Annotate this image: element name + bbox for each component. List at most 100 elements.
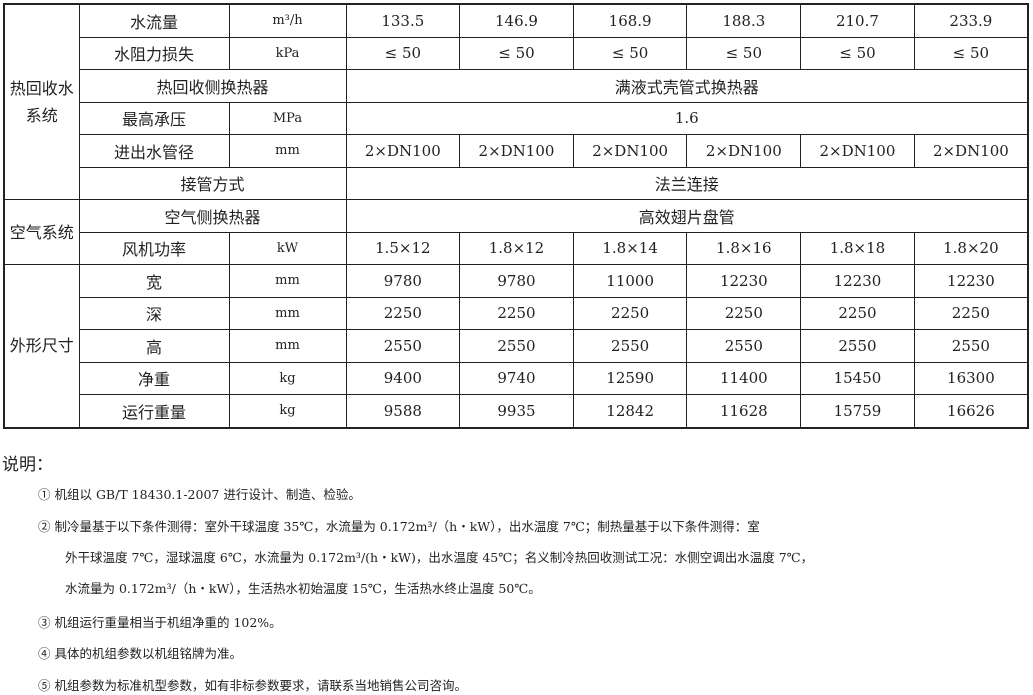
table-row-pressure-drop: 水阻力损失 kPa ≤ 50 ≤ 50 ≤ 50 ≤ 50 ≤ 50 ≤ 50 <box>4 36 1029 70</box>
value-cell: 2×DN100 <box>913 134 1029 168</box>
value-cell: 2550 <box>572 329 688 363</box>
table-row-fan-power: 风机功率 kW 1.5×12 1.8×12 1.8×14 1.8×16 1.8×18 1.8×… <box>4 231 1029 265</box>
value-cell: 9935 <box>459 394 574 428</box>
value-cell: 133.5 <box>345 3 461 38</box>
note-2-line-2: 外干球温度 7℃，湿球温度 6℃，水流量为 0.172m³/(h・kW)，出水温… <box>65 550 814 565</box>
row-label: 热回收侧换热器 <box>78 69 347 103</box>
value-cell: 2550 <box>459 329 574 363</box>
value-cell: 2250 <box>459 296 574 330</box>
table-row-width: 外形尺寸宽 mm 9780 9780 11000 12230 12230 12230 <box>3 264 1029 428</box>
value-cell: 2250 <box>345 296 461 330</box>
row-unit: mm <box>228 296 347 330</box>
value-cell: ≤ 50 <box>800 36 915 70</box>
row-unit: m³/h <box>228 3 347 38</box>
note-3: ③ 机组运行重量相当于机组净重的 102%。 <box>38 615 282 630</box>
value-cell: 12590 <box>572 361 688 395</box>
table-row-height: 高 mm 2550 2550 2550 2550 2550 2550 <box>4 329 1029 363</box>
value-cell: 9780 <box>459 264 574 298</box>
value-cell: 146.9 <box>459 3 574 38</box>
row-value: 法兰连接 <box>345 166 1029 200</box>
table-row-air-exchanger: 空气系统 空气侧换热器 高效翅片盘管 <box>3 199 1029 265</box>
value-cell: ≤ 50 <box>686 36 802 70</box>
note-2-line-3: 水流量为 0.172m³/（h・kW），生活热水初始温度 15℃，生活热水终止温… <box>65 581 541 596</box>
row-value: 高效翅片盘管 <box>345 199 1029 233</box>
row-unit: kW <box>228 231 347 265</box>
row-label: 高 <box>78 329 230 363</box>
value-cell: 1.8×14 <box>572 231 688 265</box>
row-label: 宽 <box>78 264 230 298</box>
table-row-depth: 深 mm 2250 2250 2250 2250 2250 2250 <box>4 296 1029 330</box>
table-row-pipe-dia: 进出水管径 mm 2×DN100 2×DN100 2×DN100 2×DN100 2×DN1… <box>4 134 1029 168</box>
spec-table: 热回收水系统 水流量 m³/h 133.5 146.9 168.9 188.3 210.7 23… <box>3 3 1029 429</box>
group-label-air: 空气系统 <box>3 199 80 265</box>
value-cell: 168.9 <box>572 3 688 38</box>
row-value: 满液式壳管式换热器 <box>345 69 1029 103</box>
table-row-net-weight: 净重 kg 9400 9740 12590 11400 15450 16300 <box>4 361 1029 395</box>
value-cell: 15759 <box>800 394 915 428</box>
value-cell: 2250 <box>913 296 1029 330</box>
row-unit: mm <box>228 264 347 298</box>
value-cell: 12230 <box>686 264 802 298</box>
row-label: 运行重量 <box>78 394 230 428</box>
row-value: 1.6 <box>345 101 1029 135</box>
note-1: ① 机组以 GB/T 18430.1-2007 进行设计、制造、检验。 <box>38 487 361 502</box>
row-label: 最高承压 <box>78 101 230 135</box>
value-cell: 12230 <box>800 264 915 298</box>
value-cell: 12230 <box>913 264 1029 298</box>
value-cell: 2550 <box>800 329 915 363</box>
value-cell: 16626 <box>913 394 1029 428</box>
value-cell: 9588 <box>345 394 461 428</box>
row-unit: kg <box>228 394 347 428</box>
row-unit: mm <box>228 329 347 363</box>
note-4: ④ 具体的机组参数以机组铭牌为准。 <box>38 646 242 661</box>
value-cell: ≤ 50 <box>345 36 461 70</box>
value-cell: 16300 <box>913 361 1029 395</box>
group-label-dimensions: 外形尺寸 <box>3 264 80 428</box>
row-label: 净重 <box>78 361 230 395</box>
value-cell: 11400 <box>686 361 802 395</box>
notes-title: 说明： <box>2 455 53 475</box>
value-cell: 2×DN100 <box>459 134 574 168</box>
table-row-flow: 热回收水系统 水流量 m³/h 133.5 146.9 168.9 188.3 210.7 23… <box>3 3 1029 200</box>
row-unit: MPa <box>228 101 347 135</box>
table-row-hr-exchanger: 热回收侧换热器 满液式壳管式换热器 <box>4 69 1029 103</box>
value-cell: 2×DN100 <box>686 134 802 168</box>
value-cell: 210.7 <box>800 3 915 38</box>
row-label: 空气侧换热器 <box>78 199 347 233</box>
row-unit: kPa <box>228 36 347 70</box>
table-row-op-weight: 运行重量 kg 9588 9935 12842 11628 15759 16626 <box>4 394 1029 428</box>
value-cell: 2550 <box>913 329 1029 363</box>
value-cell: 1.8×20 <box>913 231 1029 265</box>
value-cell: 1.8×16 <box>686 231 802 265</box>
value-cell: 9740 <box>459 361 574 395</box>
value-cell: 2×DN100 <box>800 134 915 168</box>
value-cell: 2×DN100 <box>572 134 688 168</box>
value-cell: 12842 <box>572 394 688 428</box>
value-cell: 9780 <box>345 264 461 298</box>
value-cell: 9400 <box>345 361 461 395</box>
value-cell: 15450 <box>800 361 915 395</box>
value-cell: 1.5×12 <box>345 231 461 265</box>
value-cell: 2550 <box>686 329 802 363</box>
value-cell: 2250 <box>800 296 915 330</box>
value-cell: 188.3 <box>686 3 802 38</box>
value-cell: 2550 <box>345 329 461 363</box>
note-5: ⑤ 机组参数为标准机型参数，如有非标参数要求，请联系当地销售公司咨询。 <box>38 678 467 693</box>
table-row-connection: 接管方式 法兰连接 <box>4 166 1029 200</box>
value-cell: 2250 <box>686 296 802 330</box>
value-cell: 11000 <box>572 264 688 298</box>
value-cell: ≤ 50 <box>913 36 1029 70</box>
value-cell: 2250 <box>572 296 688 330</box>
row-label: 深 <box>78 296 230 330</box>
row-label: 水流量 <box>78 3 230 38</box>
table-row-max-pressure: 最高承压 MPa 1.6 <box>4 101 1029 135</box>
row-label: 风机功率 <box>78 231 230 265</box>
value-cell: 1.8×18 <box>800 231 915 265</box>
row-unit: kg <box>228 361 347 395</box>
value-cell: 2×DN100 <box>345 134 461 168</box>
value-cell: ≤ 50 <box>459 36 574 70</box>
group-label-heat-recovery: 热回收水系统 <box>3 3 80 200</box>
row-label: 水阻力损失 <box>78 36 230 70</box>
note-2: ② 制冷量基于以下条件测得：室外干球温度 35℃，水流量为 0.172m³/（h… <box>38 519 760 534</box>
value-cell: ≤ 50 <box>572 36 688 70</box>
